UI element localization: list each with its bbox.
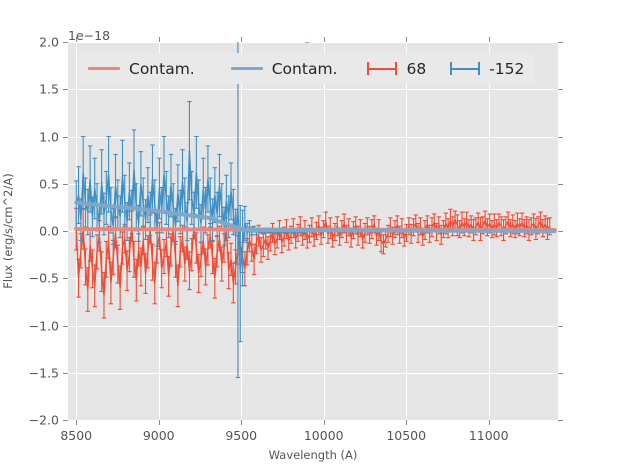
y-tick-mark bbox=[63, 372, 68, 374]
y-tick-mark bbox=[558, 420, 563, 421]
legend-errorbar-bar bbox=[450, 68, 481, 70]
x-tick-mark bbox=[241, 37, 243, 42]
legend-entry-68[interactable]: 68 bbox=[367, 53, 426, 84]
x-tick-label: 9500 bbox=[225, 428, 258, 443]
legend-entry-contam-[interactable]: Contam. bbox=[230, 53, 338, 84]
legend-label: -152 bbox=[489, 59, 525, 78]
y-tick-mark bbox=[558, 278, 563, 280]
gridline-horizontal bbox=[68, 136, 558, 138]
y-tick-mark bbox=[63, 325, 68, 327]
legend-entry--152[interactable]: -152 bbox=[450, 53, 524, 84]
data-line bbox=[75, 217, 551, 296]
y-tick-label: −1.5 bbox=[28, 365, 59, 381]
legend-line-swatch bbox=[88, 67, 120, 70]
x-tick-label: 10000 bbox=[303, 428, 344, 443]
gridline-horizontal bbox=[68, 372, 558, 374]
y-tick-mark bbox=[63, 89, 68, 91]
x-tick-label: 10500 bbox=[386, 428, 427, 443]
y-tick-mark bbox=[63, 231, 68, 232]
x-tick-label: 9000 bbox=[142, 428, 175, 443]
x-tick-mark bbox=[488, 37, 490, 42]
y-tick-label: 1.5 bbox=[39, 81, 59, 97]
y-tick-label: −2.0 bbox=[28, 412, 59, 428]
data-layer bbox=[74, 42, 557, 379]
legend-label: 68 bbox=[406, 59, 427, 78]
legend-label: Contam. bbox=[271, 59, 338, 78]
plot-area bbox=[68, 42, 558, 420]
y-axis-offset-text: 1e−18 bbox=[68, 28, 111, 43]
y-tick-mark bbox=[63, 136, 68, 138]
series-68 bbox=[74, 207, 552, 319]
legend-errorbar-swatch bbox=[367, 62, 398, 75]
errorbars bbox=[74, 42, 310, 379]
gridline-horizontal bbox=[68, 325, 558, 327]
x-tick-mark bbox=[76, 420, 78, 425]
gridline-horizontal bbox=[68, 183, 558, 185]
gridline-horizontal bbox=[68, 42, 558, 43]
legend-line-swatch bbox=[230, 67, 263, 70]
y-tick-mark bbox=[558, 372, 563, 374]
gridline-horizontal bbox=[68, 89, 558, 91]
x-tick-mark bbox=[323, 420, 325, 425]
series--152 bbox=[74, 42, 310, 379]
y-tick-mark bbox=[558, 183, 563, 185]
legend-errorbar-bar bbox=[367, 68, 398, 70]
legend-errorbar-capL bbox=[450, 62, 453, 75]
x-tick-mark bbox=[406, 37, 408, 42]
legend[interactable]: Contam. Contam. 68 -152 bbox=[78, 53, 535, 84]
legend-errorbar-capR bbox=[395, 62, 398, 75]
x-tick-mark bbox=[76, 37, 78, 42]
legend-errorbar-capR bbox=[478, 62, 481, 75]
x-tick-label: 11000 bbox=[468, 428, 509, 443]
x-tick-mark bbox=[406, 420, 408, 425]
x-axis-label: Wavelength (A) bbox=[268, 448, 358, 462]
y-tick-label: 0.0 bbox=[39, 223, 59, 239]
y-tick-mark bbox=[558, 89, 563, 91]
legend-errorbar-swatch bbox=[450, 62, 481, 75]
y-tick-label: 0.5 bbox=[39, 176, 59, 192]
y-tick-mark bbox=[63, 183, 68, 185]
legend-entry-contam-[interactable]: Contam. bbox=[88, 53, 195, 84]
series-contam-blue- bbox=[74, 200, 557, 233]
y-tick-mark bbox=[63, 42, 68, 43]
y-tick-mark bbox=[558, 136, 563, 138]
y-tick-label: −0.5 bbox=[28, 270, 59, 286]
y-tick-label: 2.0 bbox=[39, 34, 59, 50]
y-tick-mark bbox=[558, 42, 563, 43]
y-tick-mark bbox=[558, 325, 563, 327]
y-axis-label: Flux (erg/s/cm^2/A) bbox=[1, 173, 15, 289]
x-tick-mark bbox=[241, 420, 243, 425]
y-tick-mark bbox=[63, 420, 68, 421]
y-tick-mark bbox=[558, 231, 563, 232]
x-tick-mark bbox=[323, 37, 325, 42]
legend-errorbar-capL bbox=[367, 62, 370, 75]
contamination-line bbox=[74, 200, 557, 233]
y-tick-mark bbox=[63, 278, 68, 280]
gridline-horizontal bbox=[68, 278, 558, 280]
x-tick-mark bbox=[158, 37, 160, 42]
x-tick-label: 8500 bbox=[60, 428, 93, 443]
y-tick-label: 1.0 bbox=[39, 129, 59, 144]
x-tick-mark bbox=[488, 420, 490, 425]
x-tick-mark bbox=[158, 420, 160, 425]
data-line bbox=[75, 150, 305, 274]
legend-label: Contam. bbox=[129, 59, 195, 78]
y-tick-label: −1.0 bbox=[28, 318, 59, 333]
